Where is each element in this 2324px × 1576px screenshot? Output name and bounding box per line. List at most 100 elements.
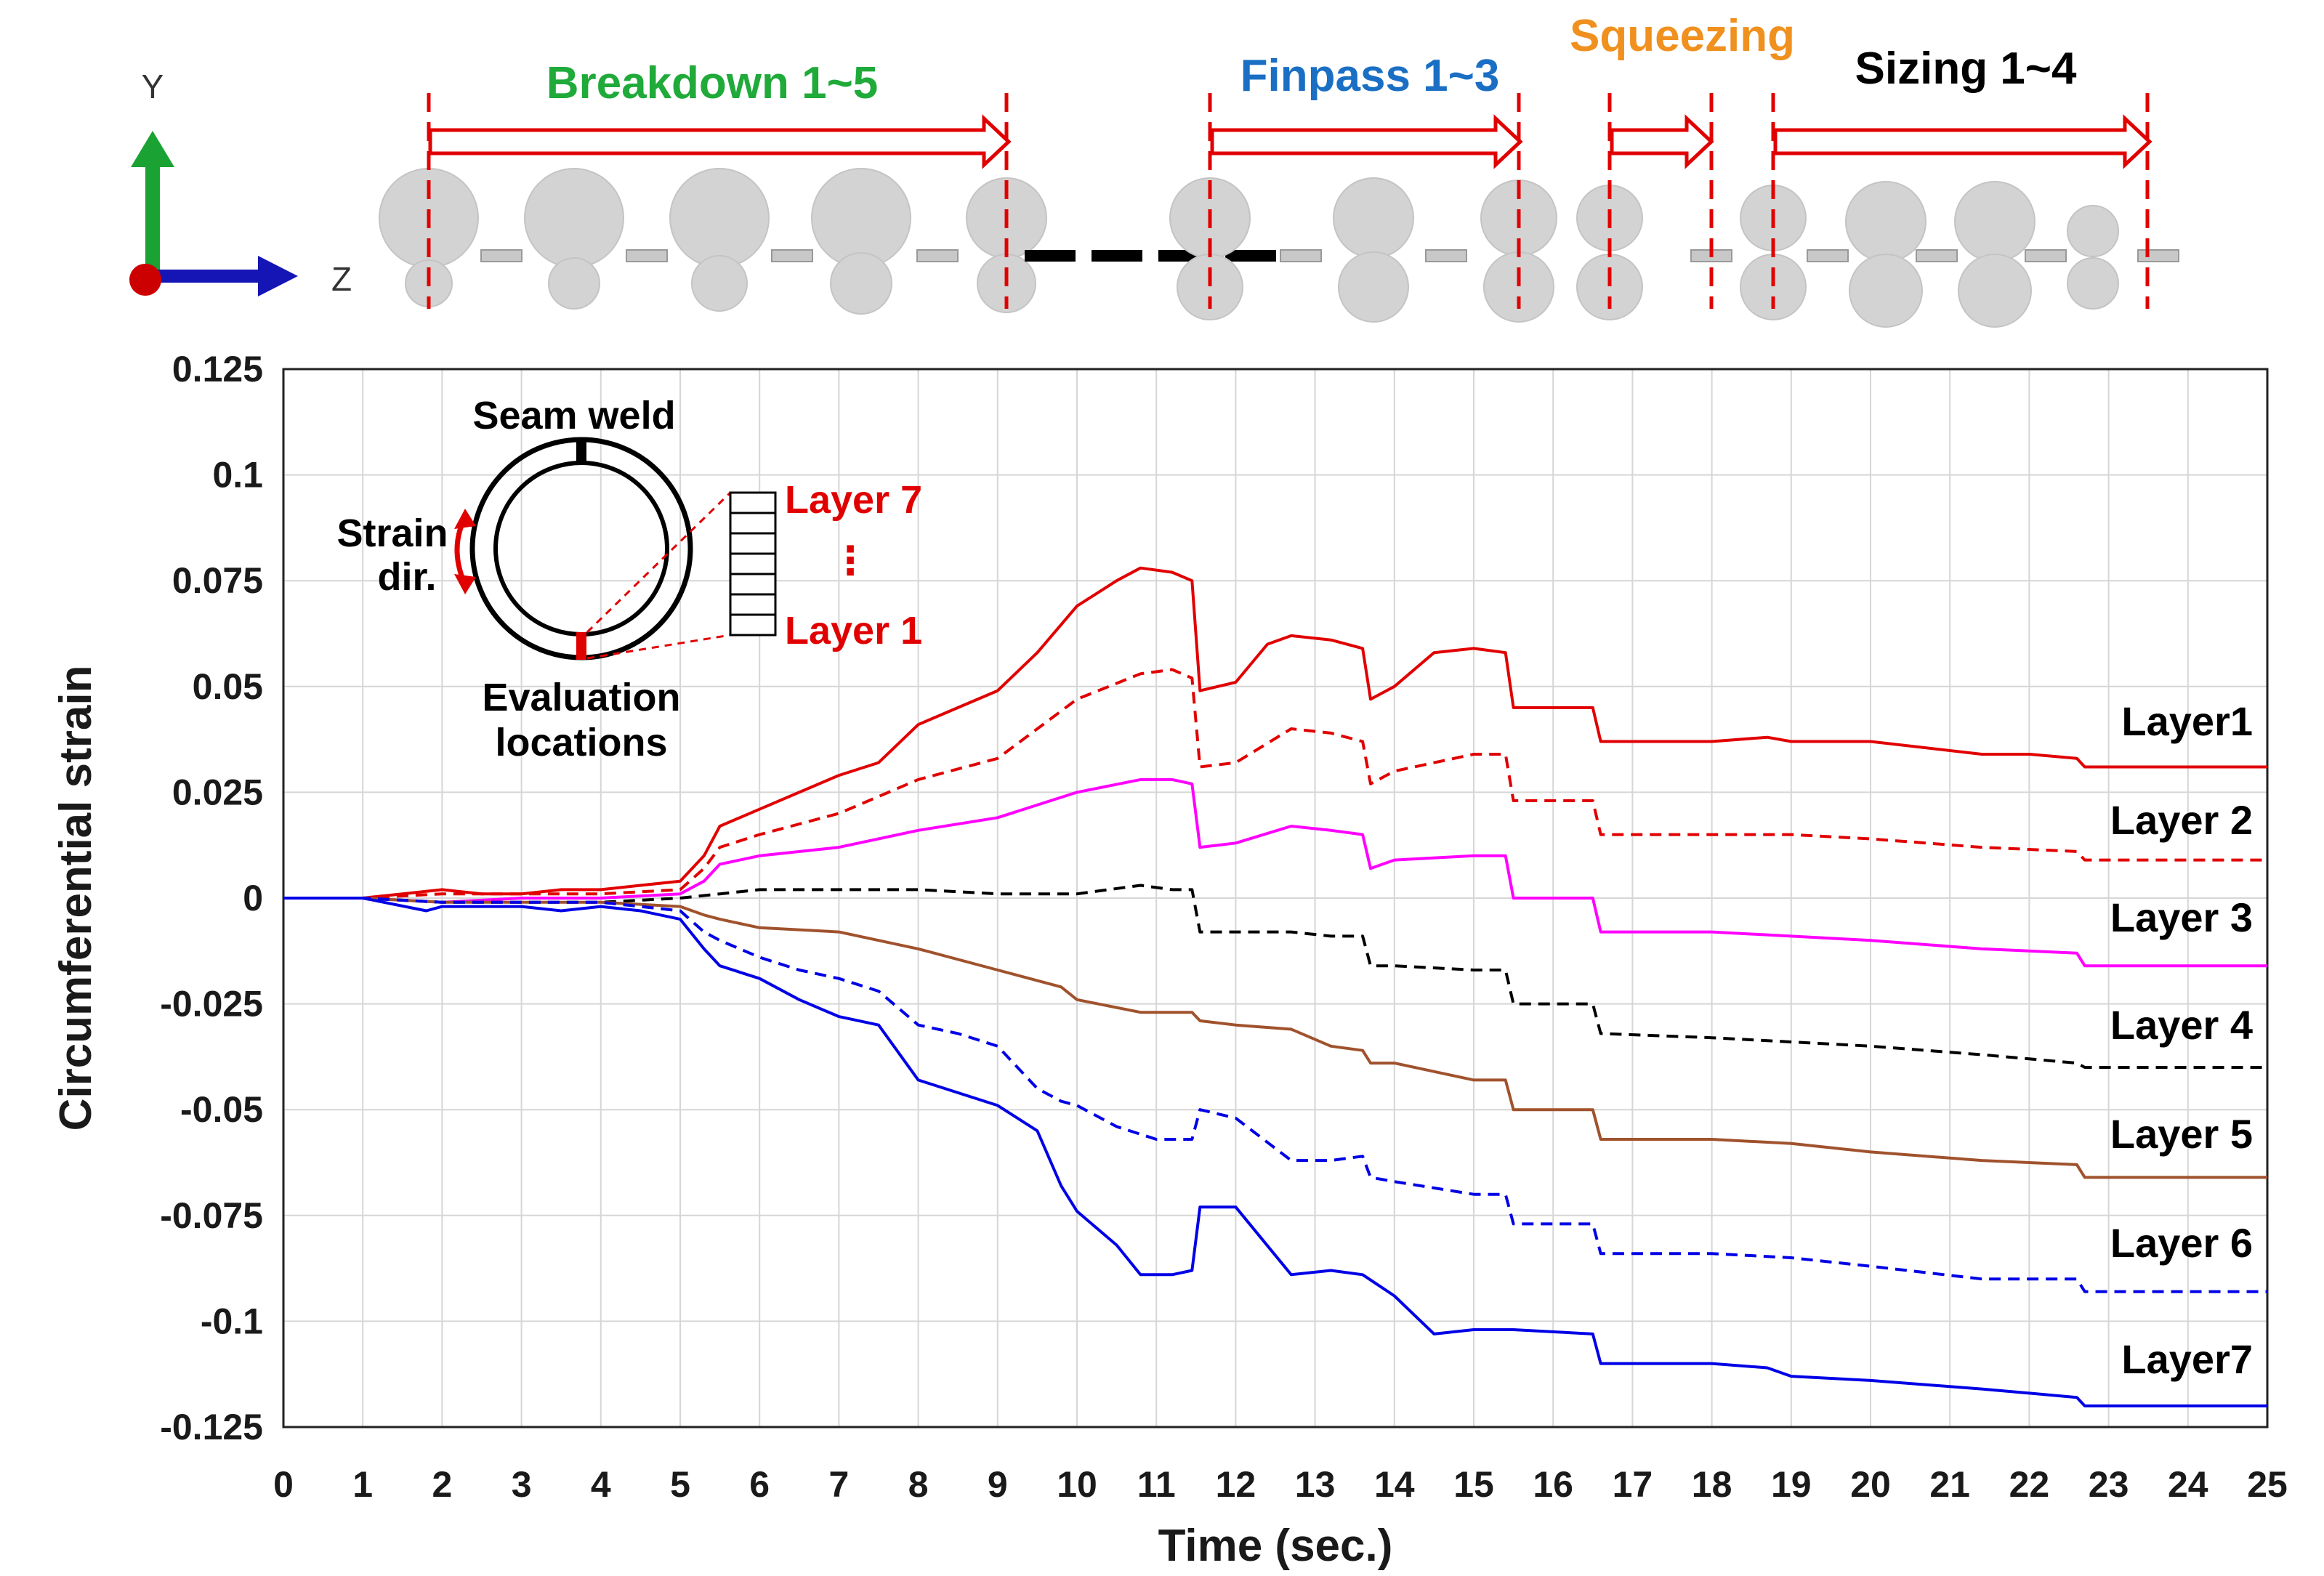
series-line-layer-2 bbox=[283, 668, 2267, 900]
roll-icon bbox=[2067, 205, 2119, 257]
roll-forming-schematic bbox=[379, 93, 2179, 328]
x-tick-labels: 0 1 2 3 4 5 6 7 8 9 10 11 12 13 14 15 16 17 18 19 20 21 22 23 24… bbox=[273, 1464, 2288, 1505]
series-line-layer-3 bbox=[283, 777, 2267, 968]
roll-icon bbox=[548, 257, 600, 310]
y-tick-label: 0.025 bbox=[172, 772, 263, 812]
inset-layer-top-label: Layer 7 bbox=[785, 478, 922, 522]
x-tick-label: 2 bbox=[432, 1464, 452, 1505]
seam-weld-marker bbox=[576, 438, 586, 464]
roll-icon bbox=[830, 252, 892, 315]
inset-strain-dir-label-1: Strain bbox=[336, 512, 448, 555]
pipe-outer-circle bbox=[469, 437, 693, 660]
y-tick-label: 0.1 bbox=[212, 455, 263, 496]
stage-label-squeezing: Squeezing bbox=[1570, 11, 1795, 61]
roll-icon bbox=[1333, 177, 1414, 259]
x-tick-label: 16 bbox=[1533, 1464, 1573, 1505]
series-label-layer-2: Layer 2 bbox=[2110, 797, 2253, 843]
y-tick-label: -0.125 bbox=[160, 1407, 263, 1447]
x-tick-label: 10 bbox=[1057, 1464, 1097, 1505]
roll-icon bbox=[1740, 254, 1807, 320]
stage-arrow-icon bbox=[1610, 114, 1714, 169]
roll-icon bbox=[1954, 181, 2035, 262]
series-line-layer-1 bbox=[283, 566, 2267, 900]
x-tick-label: 24 bbox=[2168, 1464, 2208, 1505]
x-tick-label: 8 bbox=[908, 1464, 929, 1505]
x-tick-label: 1 bbox=[352, 1464, 373, 1505]
stage-arrow-icon bbox=[1210, 114, 1523, 169]
x-tick-label: 20 bbox=[1850, 1464, 1891, 1505]
series-label-layer-3: Layer 3 bbox=[2110, 894, 2253, 940]
strip-section-icon bbox=[2025, 249, 2067, 262]
inset-evaluation-label-1: Evaluation bbox=[482, 676, 680, 719]
y-tick-label: -0.1 bbox=[201, 1301, 263, 1341]
layer-stack-icon bbox=[729, 491, 777, 637]
stage-arrow-icon bbox=[1773, 114, 2152, 169]
roll-icon bbox=[1849, 254, 1923, 328]
evaluation-marker bbox=[576, 632, 586, 660]
x-tick-label: 23 bbox=[2089, 1464, 2129, 1505]
coordinate-triad-icon: Y Z bbox=[129, 68, 352, 298]
series-labels: Layer1 Layer 2 Layer 3 Layer 4 Layer 5 Layer … bbox=[2110, 698, 2253, 1382]
x-tick-label: 22 bbox=[2009, 1464, 2050, 1505]
x-tick-label: 21 bbox=[1929, 1464, 1970, 1505]
x-tick-label: 12 bbox=[1216, 1464, 1256, 1505]
stage-arrow-icon bbox=[428, 114, 1012, 169]
x-tick-label: 5 bbox=[670, 1464, 690, 1505]
series-label-layer-7: Layer7 bbox=[2121, 1336, 2253, 1382]
strip-section-icon bbox=[771, 249, 813, 262]
series-label-layer-6: Layer 6 bbox=[2110, 1220, 2253, 1266]
x-tick-label: 6 bbox=[749, 1464, 770, 1505]
stage-label-sizing: Sizing 1~4 bbox=[1855, 44, 2077, 94]
x-tick-label: 18 bbox=[1692, 1464, 1732, 1505]
stage-label-finpass: Finpass 1~3 bbox=[1240, 51, 1500, 101]
x-tick-label: 9 bbox=[988, 1464, 1008, 1505]
y-tick-label: 0.075 bbox=[172, 560, 263, 601]
roll-icon bbox=[691, 255, 748, 312]
strip-section-icon bbox=[480, 249, 523, 262]
strip-section-icon bbox=[626, 249, 668, 262]
y-tick-label: 0.125 bbox=[172, 349, 263, 389]
series-line-layer-5 bbox=[283, 897, 2267, 1179]
strip-section-icon bbox=[1807, 249, 1849, 262]
evaluation-inset: Seam weld Strain dir. Evaluation locatio… bbox=[336, 394, 922, 764]
inset-seam-weld-label: Seam weld bbox=[472, 394, 675, 437]
inset-evaluation-label-2: locations bbox=[495, 721, 667, 764]
strip-section-icon bbox=[916, 249, 959, 262]
x-axis-title: Time (sec.) bbox=[1158, 1521, 1393, 1571]
x-tick-label: 13 bbox=[1295, 1464, 1336, 1505]
roll-icon bbox=[1576, 254, 1643, 320]
strip-section-icon bbox=[1280, 249, 1322, 262]
series-line-layer-6 bbox=[283, 897, 2267, 1293]
roll-icon bbox=[1845, 181, 1926, 262]
x-tick-label: 17 bbox=[1613, 1464, 1653, 1505]
roll-icon bbox=[1177, 254, 1243, 320]
x-tick-label: 3 bbox=[512, 1464, 532, 1505]
y-tick-labels: 0.125 0.1 0.075 0.05 0.025 0 -0.025 -0.05 -0.075… bbox=[160, 349, 263, 1447]
series-label-layer-5: Layer 5 bbox=[2110, 1111, 2253, 1157]
x-tick-label: 0 bbox=[273, 1464, 294, 1505]
roll-icon bbox=[669, 168, 770, 268]
series-label-layer-1: Layer1 bbox=[2121, 698, 2253, 744]
x-tick-label: 25 bbox=[2247, 1464, 2288, 1505]
roll-icon bbox=[1338, 251, 1409, 323]
roll-icon bbox=[2067, 257, 2119, 310]
x-tick-label: 4 bbox=[591, 1464, 611, 1505]
x-tick-label: 7 bbox=[828, 1464, 849, 1505]
triad-y-label: Y bbox=[142, 68, 164, 105]
y-tick-label: 0.05 bbox=[193, 666, 263, 707]
y-tick-label: 0 bbox=[243, 878, 263, 918]
y-tick-label: -0.025 bbox=[160, 984, 263, 1025]
stage-label-breakdown: Breakdown 1~5 bbox=[546, 58, 879, 108]
y-axis-title: Circumferential strain bbox=[51, 666, 101, 1131]
y-tick-label: -0.075 bbox=[160, 1195, 263, 1236]
y-tick-label: -0.05 bbox=[180, 1089, 263, 1130]
triad-z-label: Z bbox=[331, 260, 352, 298]
inset-strain-dir-label-2: dir. bbox=[377, 555, 436, 599]
x-tick-label: 11 bbox=[1137, 1464, 1176, 1505]
x-tick-label: 14 bbox=[1374, 1464, 1415, 1505]
inset-layer-bottom-label: Layer 1 bbox=[785, 609, 922, 652]
series-line-layer-4 bbox=[283, 884, 2267, 1069]
roll-icon bbox=[1483, 251, 1554, 323]
strip-section-icon bbox=[2137, 249, 2179, 262]
